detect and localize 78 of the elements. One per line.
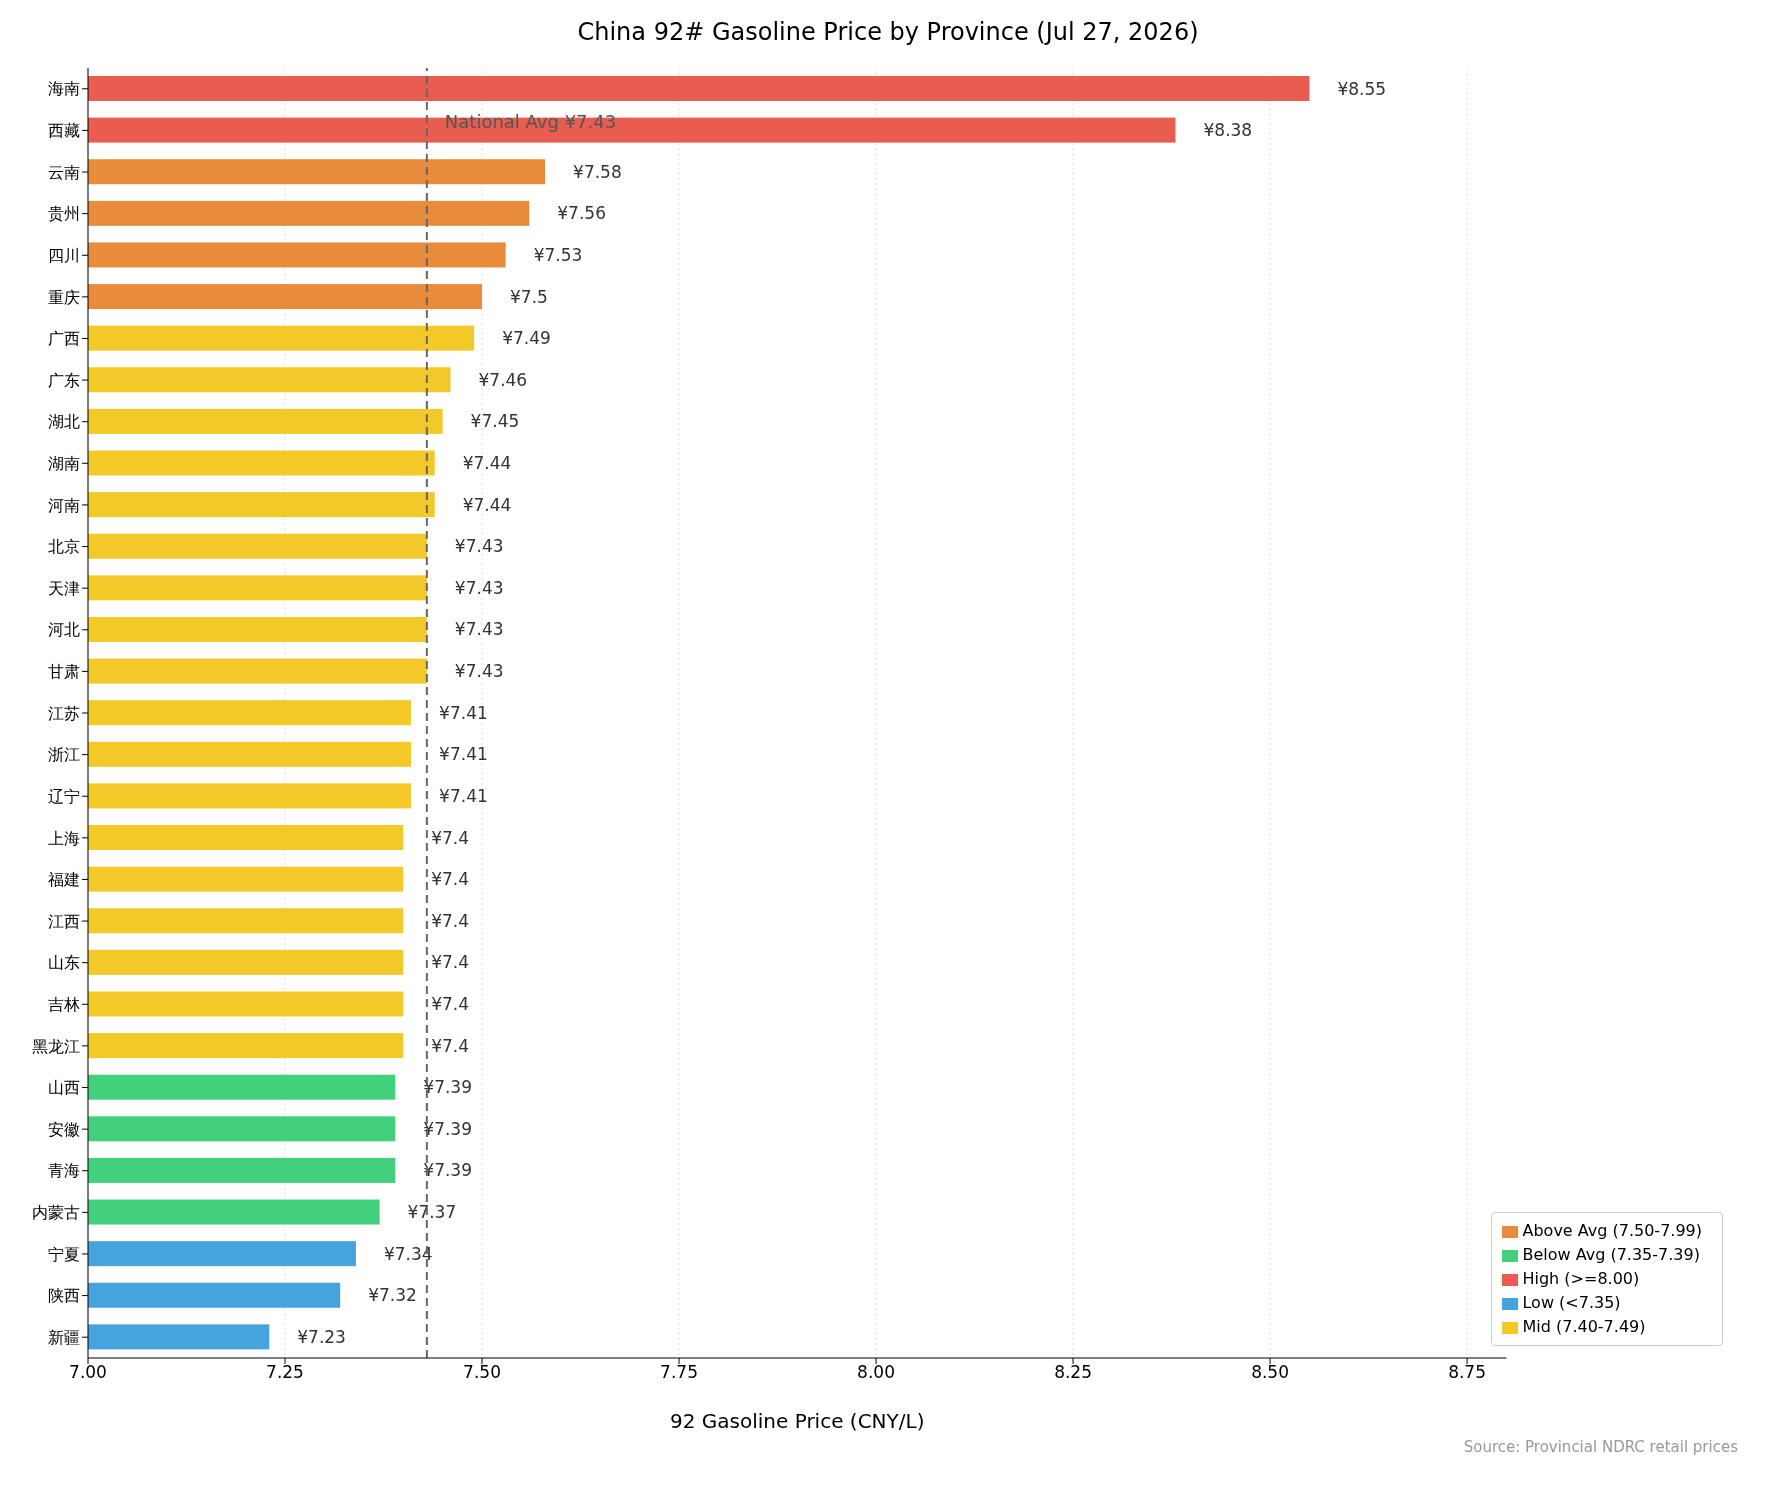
y-tick-label: 四川 [48, 245, 80, 265]
y-tick-label: 海南 [48, 79, 80, 99]
y-tick-label: 福建 [48, 870, 80, 890]
data-label: ¥7.5 [510, 286, 548, 307]
y-tick-label: 内蒙古 [32, 1203, 80, 1223]
data-label: ¥7.4 [431, 993, 470, 1014]
x-axis-title: 92 Gasoline Price (CNY/L) [670, 1409, 925, 1433]
y-tick-label: 黑龙江 [32, 1036, 80, 1056]
y-tick-label: 吉林 [48, 994, 80, 1014]
x-tick-label: 7.00 [69, 1362, 107, 1383]
y-tick-label: 广西 [48, 329, 80, 349]
y-tick-label: 山西 [48, 1078, 80, 1098]
y-tick-label: 山东 [48, 953, 80, 973]
data-label: ¥7.46 [478, 369, 528, 390]
y-tick-label: 重庆 [48, 287, 80, 307]
data-label: ¥7.32 [368, 1285, 417, 1306]
data-label: ¥7.34 [383, 1243, 433, 1264]
data-label: ¥7.39 [423, 1077, 473, 1098]
y-tick-label: 浙江 [48, 745, 80, 765]
x-tick-label: 7.25 [266, 1362, 304, 1383]
data-label: ¥7.43 [454, 577, 504, 598]
y-tick-label: 云南 [48, 162, 80, 182]
y-tick-label: 江西 [48, 911, 80, 931]
data-label: ¥7.41 [439, 744, 488, 765]
data-label: ¥7.56 [557, 203, 606, 224]
y-tick-label: 青海 [48, 1161, 80, 1181]
x-tick-label: 7.75 [660, 1362, 698, 1383]
x-tick-label: 8.25 [1054, 1362, 1092, 1383]
data-label: ¥7.4 [431, 869, 470, 890]
data-label: ¥7.39 [423, 1160, 473, 1181]
chart-title: China 92# Gasoline Price by Province (Jul 27, 2026) [576, 17, 1200, 48]
data-label: ¥7.39 [423, 1118, 473, 1139]
y-tick-label: 陕西 [48, 1286, 80, 1306]
y-tick-label: 湖北 [48, 412, 80, 432]
source-note: Source: Provincial NDRC retail prices [1462, 1438, 1739, 1456]
y-tick-label: 广东 [48, 370, 80, 390]
x-tick-label: 8.75 [1448, 1362, 1487, 1383]
legend-label: Mid (7.40-7.49) [1522, 1317, 1646, 1336]
x-tick-label: 7.50 [463, 1362, 501, 1383]
data-label: ¥7.45 [470, 411, 520, 432]
data-label: ¥7.53 [533, 244, 583, 265]
data-label: ¥7.4 [431, 1035, 470, 1056]
y-tick-label: 湖南 [48, 454, 80, 473]
data-label: ¥7.4 [431, 952, 470, 973]
y-tick-label: 上海 [48, 828, 80, 848]
data-label: ¥7.41 [439, 785, 488, 806]
legend-label: Low (<7.35) [1522, 1293, 1621, 1312]
data-label: ¥7.23 [297, 1326, 346, 1347]
y-tick-label: 河南 [48, 495, 80, 515]
y-tick-label: 安徽 [48, 1119, 80, 1139]
data-label: ¥8.38 [1203, 120, 1253, 141]
y-tick-label: 河北 [48, 620, 80, 640]
y-tick-label: 辽宁 [48, 786, 80, 806]
data-label: ¥7.4 [431, 827, 470, 848]
data-label: ¥7.58 [573, 161, 622, 182]
y-tick-label: 江苏 [48, 703, 80, 723]
data-label: ¥7.43 [454, 536, 504, 557]
y-tick-label: 新疆 [48, 1327, 80, 1347]
y-tick-label: 贵州 [48, 204, 80, 224]
data-label: ¥7.49 [502, 328, 551, 349]
x-tick-label: 8.50 [1251, 1362, 1289, 1383]
y-tick-label: 天津 [48, 578, 80, 598]
legend-label: High (>=8.00) [1522, 1269, 1640, 1288]
legend-label: Above Avg (7.50-7.99) [1522, 1221, 1702, 1240]
data-label: ¥7.43 [454, 661, 504, 682]
y-tick-label: 宁夏 [48, 1244, 80, 1264]
data-label: ¥7.43 [454, 619, 504, 640]
y-tick-label: 甘肃 [48, 662, 80, 682]
data-label: ¥7.44 [462, 494, 512, 515]
data-label: ¥8.55 [1337, 78, 1387, 99]
y-tick-label: 北京 [48, 537, 80, 557]
data-label: ¥7.37 [407, 1202, 457, 1223]
data-label: ¥7.44 [462, 453, 512, 474]
data-label: ¥7.41 [439, 702, 488, 723]
y-tick-label: 西藏 [48, 121, 80, 141]
x-tick-label: 8.00 [857, 1362, 895, 1383]
data-label: ¥7.4 [431, 910, 470, 931]
legend-label: Below Avg (7.35-7.39) [1522, 1245, 1700, 1264]
